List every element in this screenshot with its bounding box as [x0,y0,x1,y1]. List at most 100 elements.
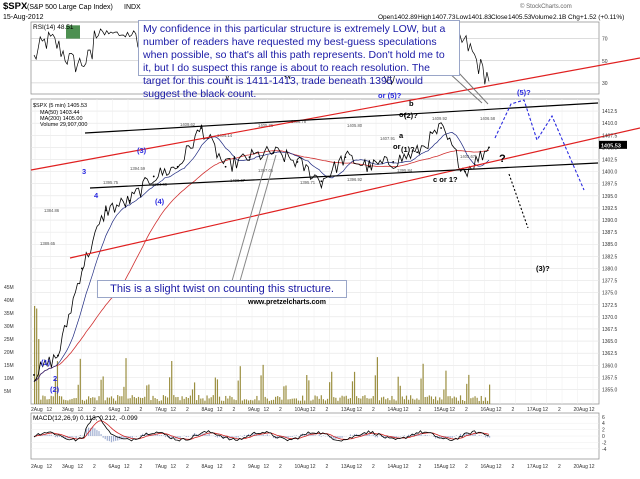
volume-bar [200,398,202,404]
volume-bar [88,396,90,404]
volume-bar [466,383,468,404]
volume-bar [67,400,69,404]
macd-histogram-bar [304,434,306,436]
macd-histogram-bar [439,436,441,439]
volume-bar [391,395,393,404]
volume-bar [243,399,246,404]
macd-histogram-bar [139,435,142,436]
time-tick-label: 10Aug [295,407,310,413]
time-tick-label: 12 [450,464,456,470]
volume-bar [254,399,256,404]
macd-histogram-bar [245,435,248,436]
volume-bar [241,400,243,404]
black-projection-path [508,173,529,229]
volume-bar [268,400,270,404]
volume-bar [422,363,424,404]
price-tick-label: 1360.0 [602,363,618,369]
macd-histogram-bar [79,435,81,436]
volume-bar [277,396,279,404]
macd-histogram-bar [353,433,356,436]
time-tick-label: 2 [186,464,189,470]
macd-histogram-bar [243,434,246,436]
time-tick-label: 12 [217,407,223,413]
macd-histogram-bar [279,436,281,438]
macd-histogram-bar [235,436,237,438]
volume-bar [166,397,169,404]
macd-histogram-bar [472,433,474,436]
volume-bar [125,358,127,404]
macd-histogram-bar [56,436,59,438]
macd-histogram-bar [445,436,447,437]
volume-bar [337,400,339,404]
volume-bar [270,400,273,404]
time-tick-label: 14Aug [388,407,403,413]
volume-bar [212,395,214,404]
volume-bar [281,399,283,404]
volume-bar [486,400,489,404]
macd-histogram-bar [295,435,297,436]
time-tick-label: 9Aug [248,464,260,470]
macd-histogram-bar [432,436,435,437]
volume-bar [260,375,262,404]
volume-bar [245,399,248,404]
volume-bar [106,397,108,404]
volume-bar [129,398,131,404]
wave-label: (3)? [536,264,550,273]
price-tag: 1409.62 [180,122,196,127]
volume-bar [468,374,470,404]
time-tick-label: 12 [310,407,316,413]
macd-histogram-bar [310,434,312,436]
volume-bar [428,395,430,404]
time-tick-label: 2 [233,464,236,470]
macd-histogram-bar [200,433,202,436]
price-point [104,209,107,212]
macd-histogram-bar [403,435,406,436]
price-tag: 1396.92 [347,177,363,182]
time-tick-label: 16Aug [481,407,496,413]
time-tick-label: 15Aug [434,407,449,413]
axes: 1355.0 1357.5 1360.0 1362.5 1365.0 1367.5 1370… [4,37,618,470]
wave-label: (5)? [517,88,531,97]
close-label: Close [491,14,508,21]
time-tick-label: 2 [419,464,422,470]
volume-bar [451,398,453,404]
volume-bar [79,358,81,404]
price-point [57,354,59,357]
macd-histogram-bar [306,434,308,436]
volume-bar [34,305,36,404]
macd-histogram-bar [216,436,219,438]
exchange-label: INDX [124,4,141,11]
volume-bar [233,399,235,404]
price-point [248,156,251,158]
volume-bar [279,397,281,404]
macd-histogram-bar [223,436,225,439]
volume-bar [46,399,48,404]
macd-histogram-bar [185,436,187,438]
wave-label: (1)? [401,145,415,154]
price-point [272,151,275,154]
volume-bar [489,384,491,404]
macd-histogram-bar [337,436,339,439]
macd-histogram-bar [131,436,133,439]
wave-label: c or 1? [433,175,458,184]
pointer-top [447,71,483,104]
volume-bar [90,398,92,404]
rsi-tick-label: 50 [602,59,608,65]
macd-histogram-bar [299,434,302,436]
macd-histogram-bar [247,433,250,436]
volume-bar [447,396,449,404]
macd-histogram-bar [237,436,239,438]
volume-bar [401,396,403,404]
volume-bar [399,385,401,404]
price-point [176,165,179,168]
macd-histogram-bar [380,436,383,437]
volume-bar [380,397,383,404]
volume-bar [368,398,370,404]
macd-histogram-bar [449,436,451,438]
volume-bar [299,400,302,404]
time-tick-label: 20Aug [574,464,589,470]
blue-projection-path [494,99,585,191]
volume-bar [364,395,366,404]
time-tick-label: 12 [78,464,84,470]
symbol-name: (S&P 500 Large Cap Index) [27,4,113,11]
